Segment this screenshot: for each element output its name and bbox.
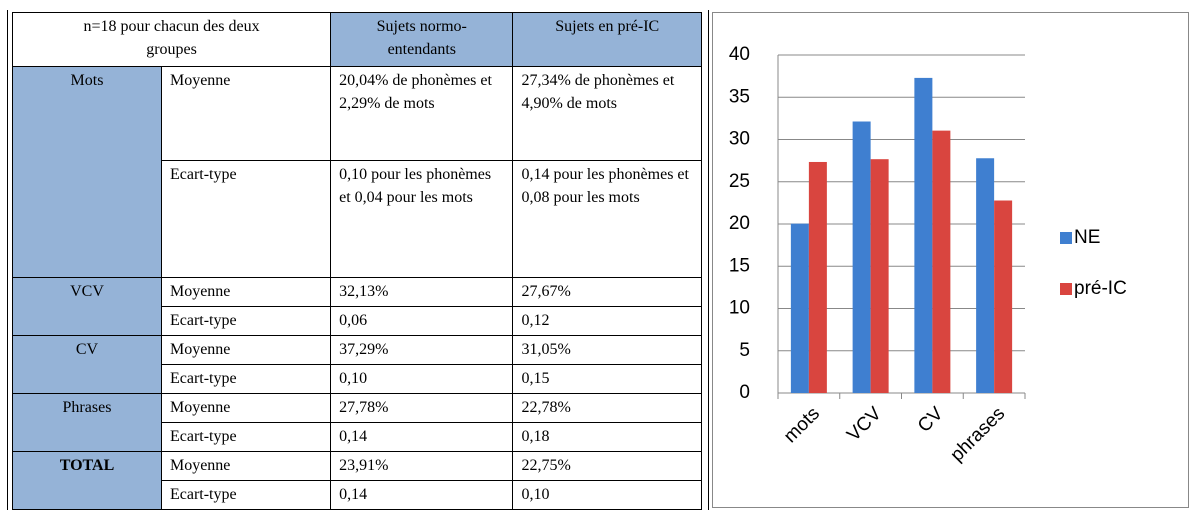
table-cell: 23,91% bbox=[330, 451, 514, 481]
table-cell: 0,14 bbox=[330, 422, 514, 452]
bar bbox=[976, 158, 995, 393]
legend-label: NE bbox=[1074, 227, 1100, 248]
table-cell: 27,34% de phonèmes et 4,90% de mots bbox=[512, 66, 702, 161]
x-tick-label: VCV bbox=[843, 403, 886, 446]
y-tick-label: 0 bbox=[739, 382, 750, 403]
table-cell: Ecart-type bbox=[160, 160, 332, 278]
table-cell: 0,14 bbox=[330, 480, 514, 510]
results-table: n=18 pour chacun des deux groupes Sujets … bbox=[11, 12, 702, 510]
table-row: Phrases Moyenne 27,78% 22,78% bbox=[12, 393, 702, 452]
table-cell: Ecart-type bbox=[160, 306, 332, 336]
y-tick-label: 15 bbox=[729, 255, 750, 276]
group-label: Phrases bbox=[12, 393, 162, 452]
y-tick-label: 40 bbox=[729, 44, 750, 65]
table-cell: 20,04% de phonèmes et 2,29% de mots bbox=[330, 66, 514, 161]
table-cell: 0,14 pour les phonèmes et 0,08 pour les … bbox=[512, 160, 702, 278]
y-tick-label: 5 bbox=[739, 340, 750, 361]
table-row: Mots Moyenne 20,04% de phonèmes et 2,29% d… bbox=[12, 66, 702, 278]
header-cell: n=18 pour chacun des deux groupes bbox=[11, 12, 332, 67]
group-label: CV bbox=[12, 335, 162, 394]
bar bbox=[994, 200, 1013, 393]
bar bbox=[932, 130, 951, 393]
table-cell: 31,05% bbox=[512, 335, 702, 365]
group-label: TOTAL bbox=[12, 451, 162, 510]
y-tick-label: 20 bbox=[729, 213, 750, 234]
y-tick-label: 25 bbox=[729, 171, 750, 192]
x-tick-label: CV bbox=[914, 403, 948, 437]
table-cell: 0,10 pour les phonèmes et 0,04 pour les … bbox=[330, 160, 514, 278]
group-label: Mots bbox=[12, 66, 162, 278]
legend-label: pré-IC bbox=[1074, 278, 1127, 299]
table-cell: Moyenne bbox=[160, 277, 332, 307]
frame bbox=[7, 10, 709, 510]
bar bbox=[808, 161, 827, 393]
bar bbox=[914, 77, 933, 393]
table-row: Ecart-type 0,10 pour les phonèmes et 0,04… bbox=[13, 160, 702, 278]
legend-swatch bbox=[1060, 232, 1072, 244]
bar bbox=[790, 223, 809, 393]
y-tick-label: 10 bbox=[729, 298, 750, 319]
table-cell: 27,67% bbox=[512, 277, 702, 307]
chart-box bbox=[712, 12, 1189, 508]
bar bbox=[852, 121, 871, 394]
bar bbox=[870, 159, 889, 393]
header-cell: Sujets normo-entendants bbox=[330, 12, 514, 67]
table-cell: 22,75% bbox=[512, 451, 702, 481]
x-tick-label: phrases bbox=[947, 403, 1010, 466]
table-row: Ecart-type 0,14 0,10 bbox=[13, 480, 702, 510]
table-cell: 0,18 bbox=[512, 422, 702, 452]
table-row: CV Moyenne 37,29% 31,05% bbox=[12, 335, 702, 394]
table-cell: Moyenne bbox=[160, 393, 332, 423]
x-tick-label: mots bbox=[780, 403, 824, 447]
table-cell: 0,10 bbox=[512, 480, 702, 510]
legend-swatch bbox=[1060, 283, 1072, 295]
y-tick-label: 35 bbox=[729, 86, 750, 107]
y-tick-label: 30 bbox=[729, 129, 750, 150]
